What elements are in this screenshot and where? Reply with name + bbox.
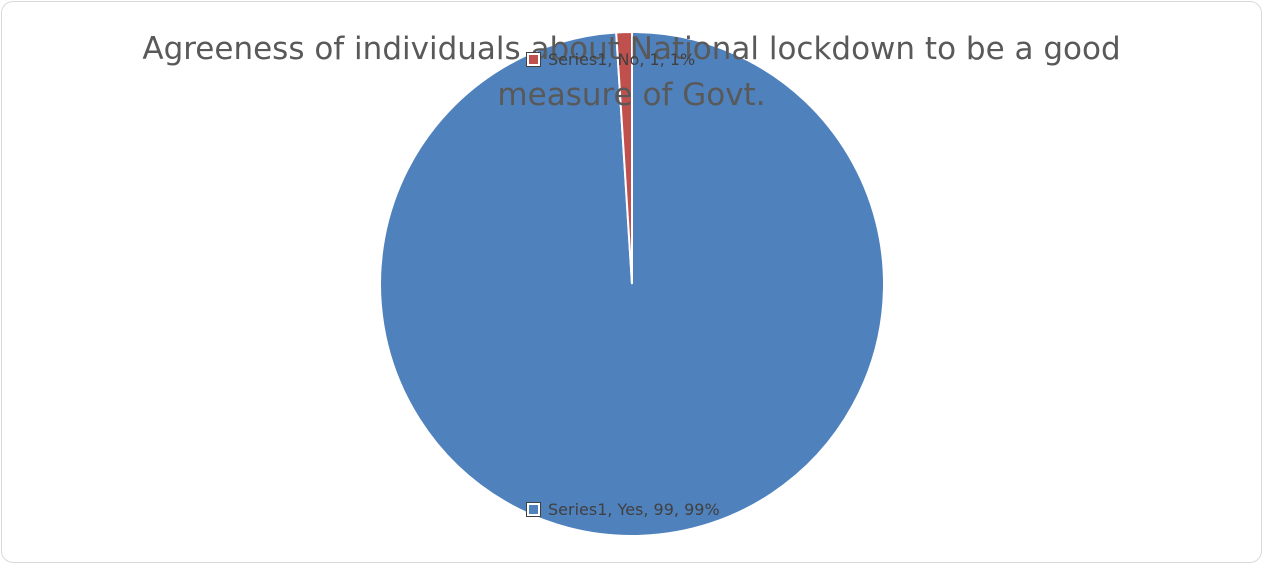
data-label-key-yes: [526, 502, 541, 517]
data-label-yes-text: Series1, Yes, 99, 99%: [548, 500, 720, 519]
data-label-no-text: Series1, No, 1, 1%: [548, 50, 696, 69]
data-label-yes: Series1, Yes, 99, 99%: [526, 500, 720, 519]
pie-slice-no: [615, 30, 633, 285]
data-label-no: Series1, No, 1, 1%: [526, 50, 696, 69]
data-label-key-no: [526, 52, 541, 67]
